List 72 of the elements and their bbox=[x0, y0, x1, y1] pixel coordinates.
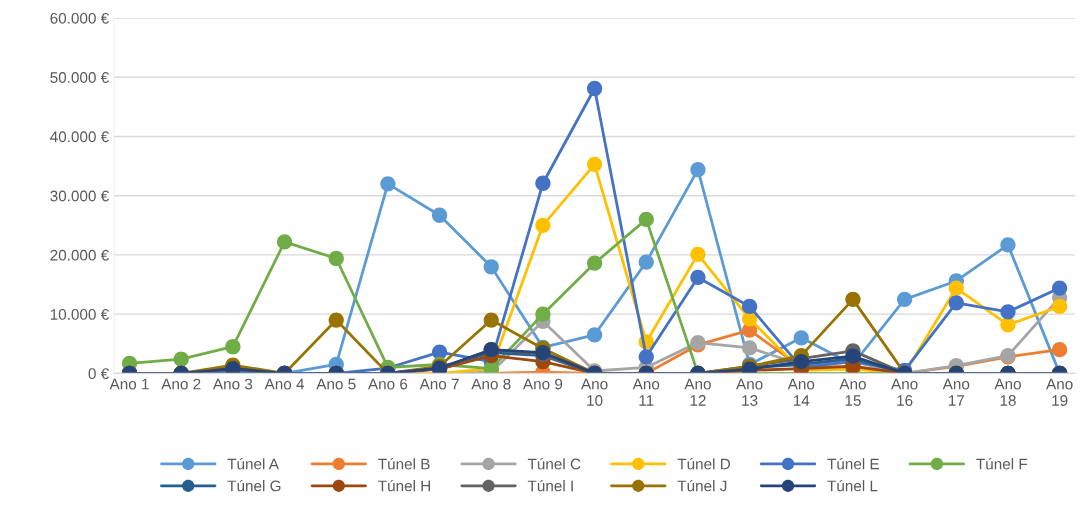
x-tick-label: Ano 11 bbox=[632, 378, 660, 406]
point bbox=[586, 80, 603, 97]
x-tick-label: Ano 19 bbox=[1046, 378, 1073, 406]
point bbox=[638, 254, 654, 270]
x-tick-label: Ano 2 bbox=[161, 378, 201, 390]
x-tick-label: Ano 16 bbox=[891, 378, 918, 406]
point bbox=[845, 291, 861, 307]
legend-label: Túnel B bbox=[378, 458, 430, 470]
x-tick-label: Ano 12 bbox=[684, 378, 711, 406]
x-tick-label: Ano 8 bbox=[471, 378, 511, 390]
point bbox=[225, 339, 241, 355]
legend-label: Túnel L bbox=[827, 479, 878, 492]
x-tick-label: Ano 10 bbox=[581, 378, 608, 406]
y-tick-label: 60.000 € bbox=[50, 12, 109, 24]
x-tick-label: Ano 1 bbox=[109, 378, 149, 390]
legend-label: Túnel A bbox=[227, 458, 279, 470]
point bbox=[896, 291, 913, 307]
point bbox=[1052, 342, 1068, 358]
point bbox=[431, 207, 448, 223]
x-tick-label: Ano 14 bbox=[787, 378, 815, 406]
point bbox=[690, 269, 706, 286]
y-tick-label: 30.000 € bbox=[50, 190, 109, 202]
point bbox=[328, 312, 344, 328]
point bbox=[638, 211, 654, 228]
point bbox=[1000, 317, 1016, 333]
point bbox=[1052, 280, 1068, 296]
point bbox=[535, 217, 551, 233]
legend-label: Túnel H bbox=[378, 479, 431, 492]
x-tick-label: Ano 15 bbox=[839, 378, 866, 406]
x-tick-label: Ano 18 bbox=[994, 378, 1021, 406]
point bbox=[1052, 298, 1068, 315]
point bbox=[380, 176, 396, 192]
point bbox=[741, 340, 758, 356]
point bbox=[483, 259, 499, 275]
point bbox=[535, 306, 551, 322]
x-tick-label: Ano 6 bbox=[367, 378, 408, 390]
point bbox=[1000, 304, 1016, 320]
legend-label: Túnel F bbox=[976, 458, 1028, 470]
x-tick-label: Ano 13 bbox=[736, 378, 763, 406]
point bbox=[276, 234, 293, 250]
point bbox=[948, 280, 964, 296]
legend-label: Túnel J bbox=[677, 479, 727, 492]
point bbox=[690, 246, 706, 262]
legend-label: Túnel I bbox=[527, 479, 573, 492]
y-tick-label: 20.000 € bbox=[50, 249, 109, 261]
y-tick-label: 40.000 € bbox=[50, 131, 109, 143]
x-tick-label: Ano 9 bbox=[522, 378, 563, 390]
point bbox=[586, 327, 603, 343]
point bbox=[535, 175, 551, 191]
point bbox=[793, 330, 809, 346]
point bbox=[483, 312, 499, 328]
x-tick-label: Ano 5 bbox=[316, 378, 356, 390]
y-tick-label: 0 € bbox=[88, 368, 109, 380]
y-tick-label: 10.000 € bbox=[50, 309, 109, 320]
y-tick-label: 50.000 € bbox=[50, 72, 109, 83]
x-tick-label: Ano 17 bbox=[942, 378, 970, 406]
point bbox=[638, 349, 654, 365]
point bbox=[948, 295, 964, 311]
point bbox=[173, 351, 189, 367]
point bbox=[586, 156, 603, 172]
x-tick-label: Ano 7 bbox=[419, 378, 459, 390]
legend-label: Túnel G bbox=[227, 479, 281, 492]
point bbox=[328, 250, 344, 267]
point bbox=[586, 255, 603, 271]
legend-label: Túnel C bbox=[527, 458, 581, 470]
point bbox=[741, 298, 758, 315]
legend-label: Túnel E bbox=[827, 458, 879, 470]
point bbox=[690, 162, 706, 178]
x-tick-label: Ano 4 bbox=[264, 378, 305, 390]
legend-label: Túnel D bbox=[677, 458, 731, 470]
x-tick-label: Ano 3 bbox=[212, 378, 253, 390]
point bbox=[1000, 237, 1016, 253]
